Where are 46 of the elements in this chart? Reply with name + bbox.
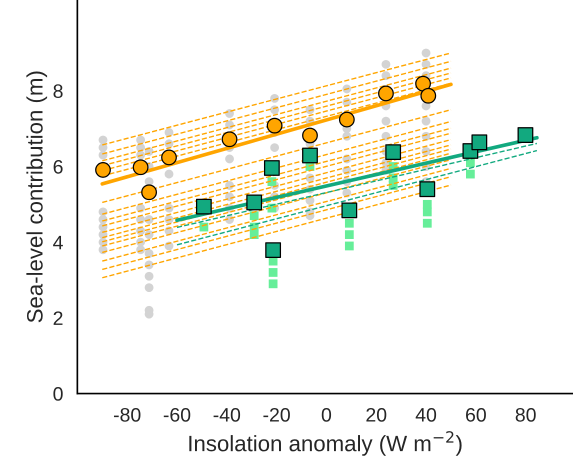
point	[302, 128, 318, 144]
point	[246, 194, 262, 210]
point	[378, 86, 394, 102]
point	[268, 279, 278, 288]
x-tick-label: 80	[516, 408, 536, 422]
point	[338, 112, 355, 128]
y-axis-title: Sea-level contribution (m)	[26, 72, 48, 322]
y-tick-label: 6	[54, 160, 63, 174]
point	[466, 170, 475, 178]
point	[161, 150, 177, 166]
x-tick-label: -40	[214, 408, 240, 422]
y-tick-label: 0	[53, 387, 63, 401]
x-axis-title: Insolation anomaly (W m$^{−2}$)	[189, 431, 462, 456]
y-tick-label: 4	[53, 236, 63, 250]
point	[266, 118, 283, 134]
x-tick-label: 60	[466, 408, 486, 422]
point	[141, 184, 157, 200]
point	[471, 134, 488, 150]
point	[344, 218, 354, 228]
point	[302, 148, 318, 164]
point	[95, 162, 111, 178]
y-tick-label: 2	[54, 311, 62, 325]
x-tick-label: 0	[322, 408, 332, 422]
x-tick-label: -80	[114, 408, 140, 422]
x-tick-label: 40	[416, 408, 436, 422]
point	[196, 198, 212, 215]
point	[222, 131, 238, 148]
point	[518, 127, 534, 143]
point	[419, 181, 436, 198]
x-tick-label: -20	[263, 408, 290, 422]
x-tick-label: -60	[164, 408, 190, 422]
point	[420, 88, 436, 104]
point	[264, 160, 280, 176]
point	[268, 268, 278, 277]
point	[132, 159, 149, 176]
x-tick-label: 20	[366, 408, 386, 422]
point	[422, 218, 432, 228]
point	[341, 202, 358, 218]
point	[344, 230, 354, 240]
point	[422, 208, 432, 216]
point	[199, 222, 208, 232]
point	[385, 144, 402, 160]
point	[415, 76, 431, 92]
point	[344, 242, 354, 250]
point	[265, 242, 282, 258]
y-tick-label: 8	[54, 84, 63, 98]
